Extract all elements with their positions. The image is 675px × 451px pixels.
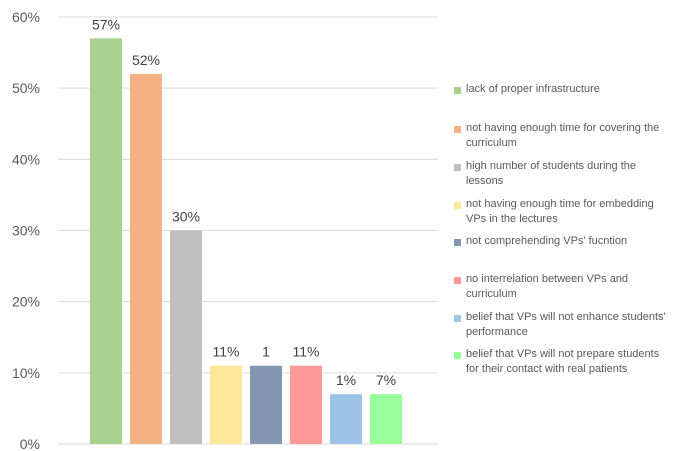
legend-item: belief that VPs will not prepare student… [454, 347, 674, 377]
legend-item: not having enough time for covering the … [454, 121, 674, 151]
bar [290, 365, 322, 444]
y-tick-label: 20% [12, 294, 40, 310]
legend-item: not comprehending VPs' fucntion [454, 234, 674, 249]
bar [370, 394, 402, 444]
legend-swatch [454, 126, 461, 133]
legend-swatch [454, 315, 461, 322]
data-label: 1% [336, 372, 356, 388]
legend-item: lack of proper infrastructure [454, 82, 674, 97]
y-tick-label: 50% [12, 80, 40, 96]
bar [130, 73, 162, 444]
legend-swatch [454, 277, 461, 284]
y-tick-label: 60% [12, 9, 40, 25]
legend-item: not having enough time for embedding VPs… [454, 197, 674, 227]
data-label: 11% [293, 344, 320, 360]
legend-item: high number of students during the lesso… [454, 159, 674, 189]
data-label: 11% [213, 344, 240, 360]
data-label: 57% [92, 16, 120, 32]
legend-swatch [454, 239, 461, 246]
data-label: 7% [376, 372, 396, 388]
bar [330, 394, 362, 444]
legend-label: belief that VPs will not enhance student… [466, 311, 666, 338]
bar [250, 365, 282, 444]
legend-swatch [454, 352, 461, 359]
y-tick-label: 40% [12, 151, 40, 167]
legend-label: high number of students during the lesso… [466, 160, 637, 187]
y-tick-label: 10% [12, 365, 40, 381]
legend-swatch [454, 87, 461, 94]
y-tick-label: 30% [12, 223, 40, 239]
y-tick-label: 0% [20, 436, 40, 451]
data-labels: 57% 52% 30% 11% 1 11% 1% 7% [92, 16, 396, 388]
legend-swatch [454, 202, 461, 209]
y-axis-ticks: 0% 10% 20% 30% 40% 50% 60% [12, 9, 40, 451]
bars [90, 38, 402, 444]
legend-label: no interrelation between VPs and curricu… [466, 273, 629, 300]
bar [90, 38, 122, 444]
legend-label: not having enough time for embedding VPs… [466, 198, 654, 225]
legend-swatch [454, 164, 461, 171]
data-label: 30% [172, 209, 200, 225]
legend-item: belief that VPs will not enhance student… [454, 310, 674, 340]
legend-label: belief that VPs will not prepare student… [466, 348, 660, 375]
data-label: 52% [132, 52, 160, 68]
legend-label: not comprehending VPs' fucntion [466, 235, 628, 247]
legend-item: no interrelation between VPs and curricu… [454, 272, 674, 302]
bar [210, 365, 242, 444]
data-label: 1 [262, 344, 270, 360]
bar [170, 230, 202, 444]
legend-label: lack of proper infrastructure [466, 83, 600, 95]
legend-label: not having enough time for covering the … [466, 122, 660, 149]
